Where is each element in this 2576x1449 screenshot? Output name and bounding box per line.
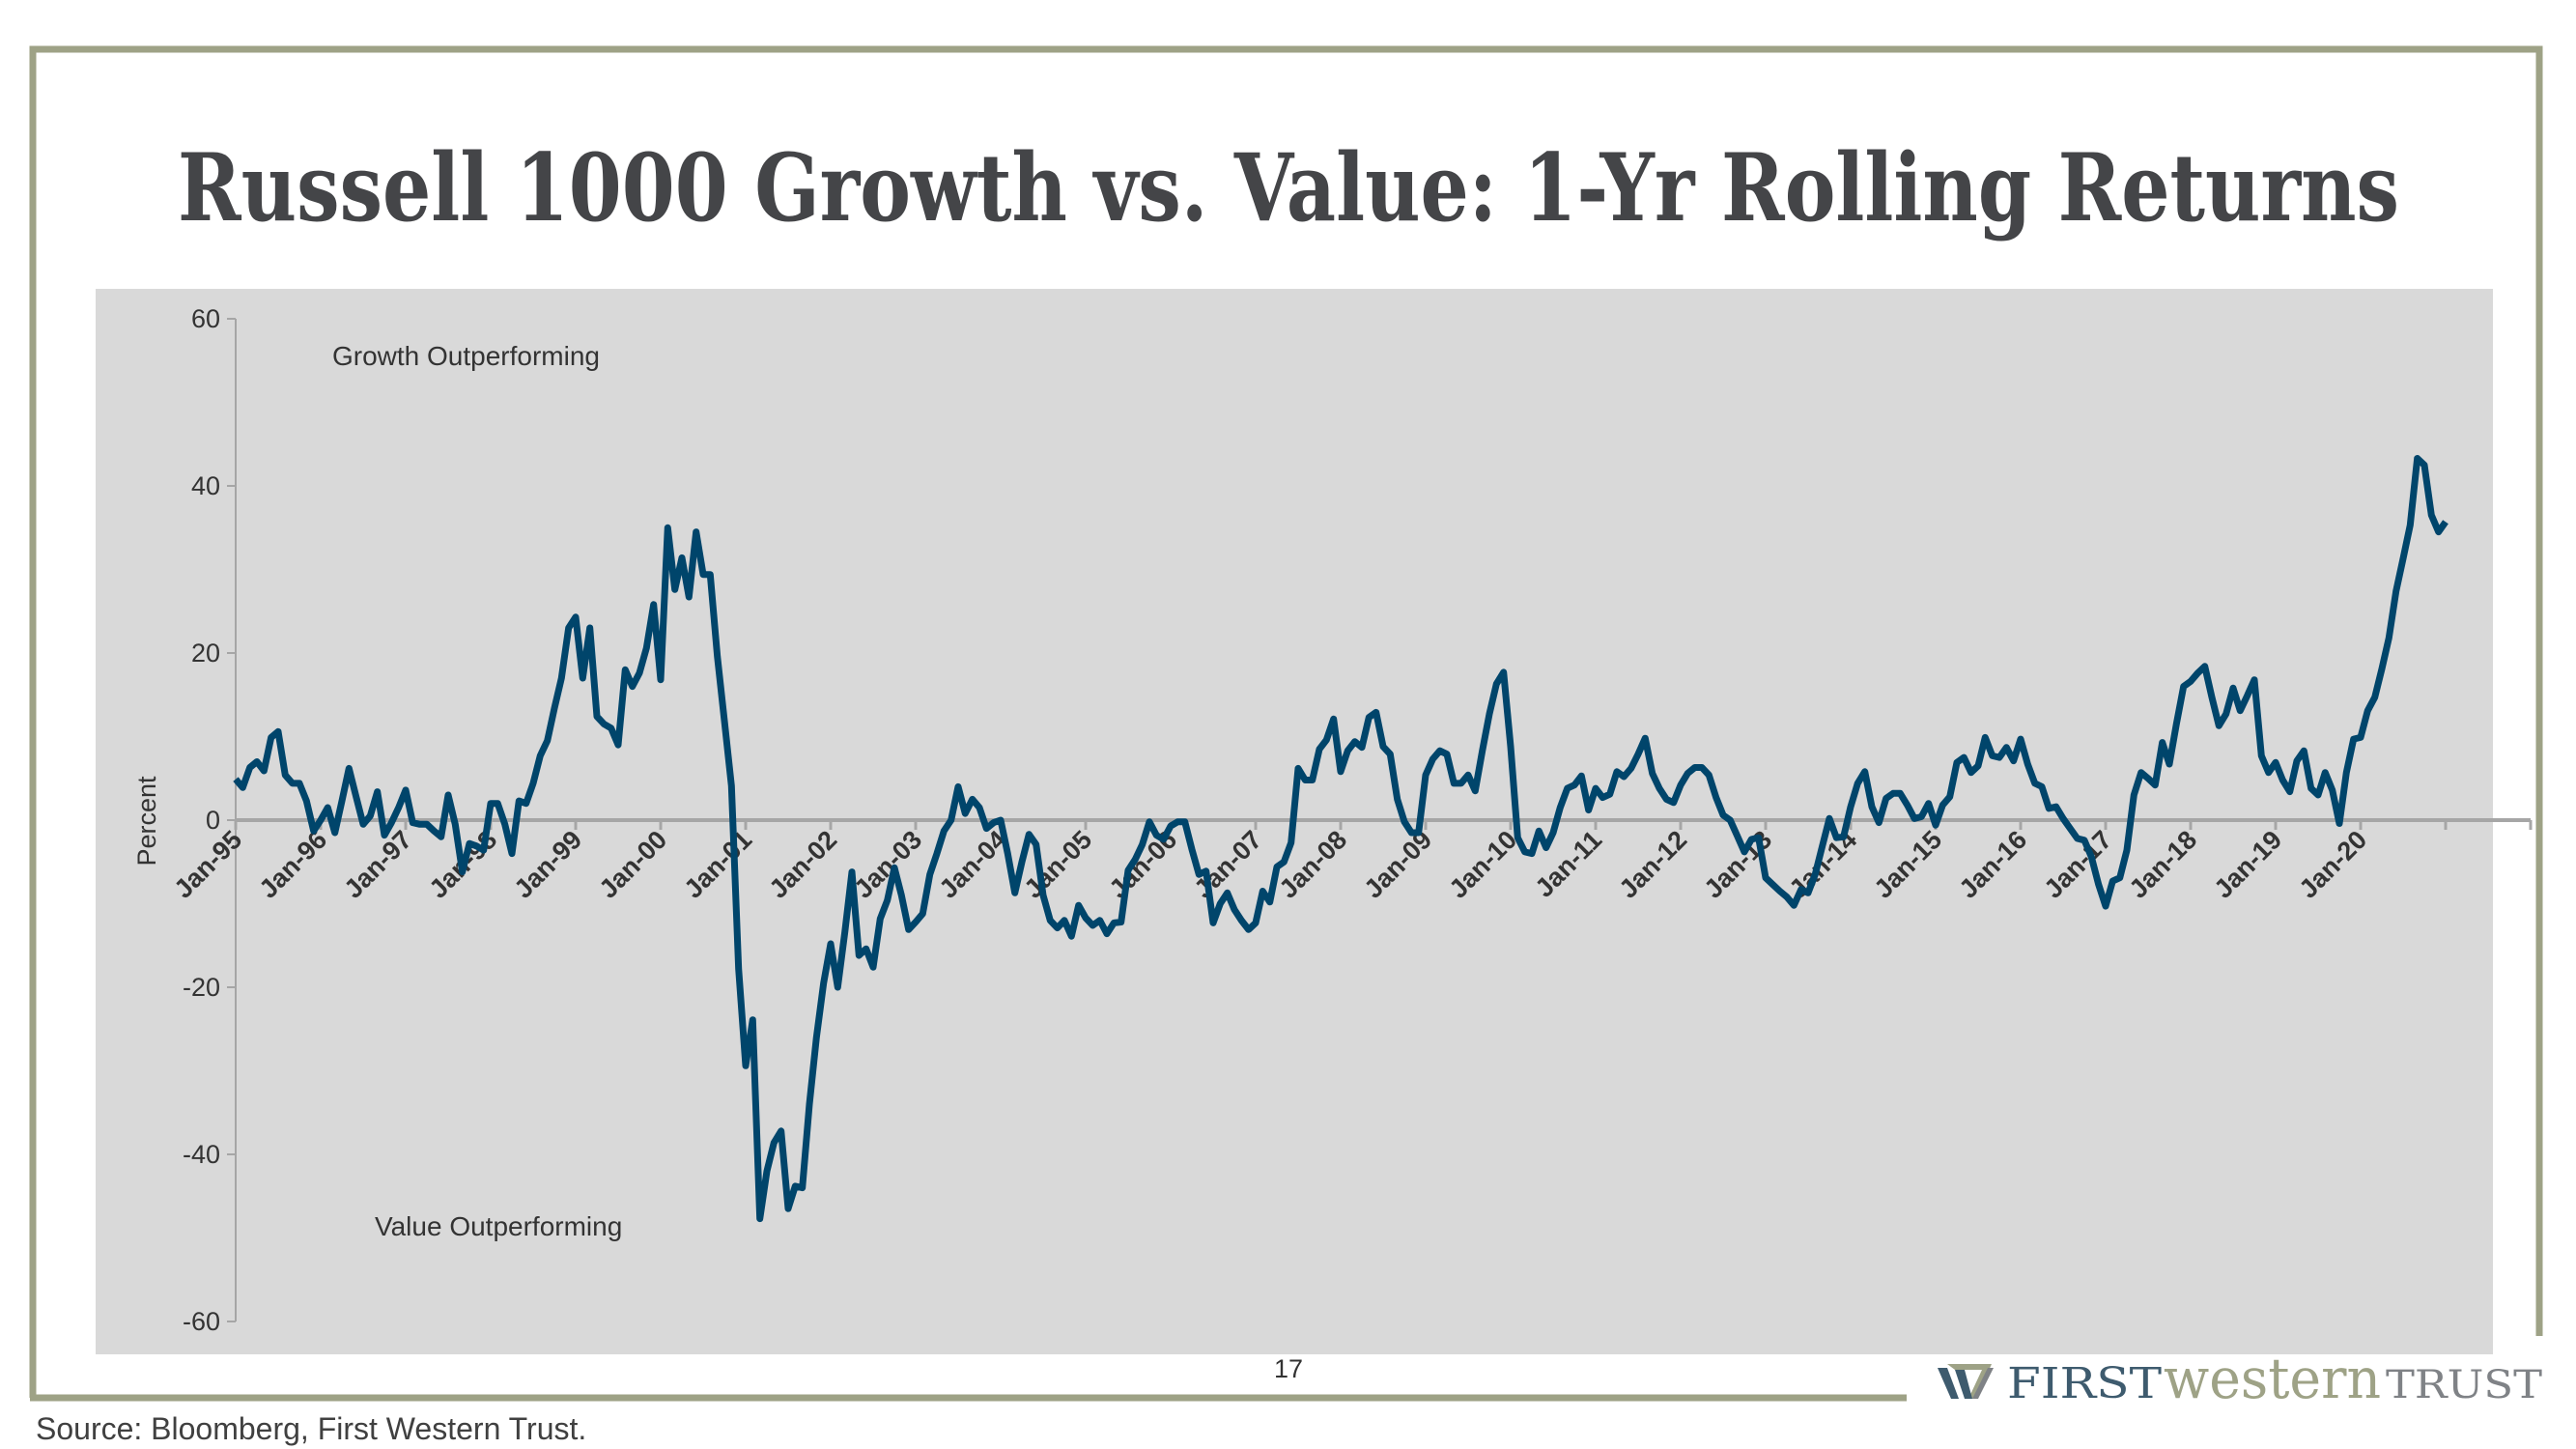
page-number: 17: [1274, 1354, 1303, 1383]
y-tick-label: 60: [191, 304, 220, 333]
logo-western: western: [2164, 1346, 2381, 1411]
y-tick-label: -40: [183, 1140, 220, 1169]
annotation-growth-outperforming: Growth Outperforming: [332, 341, 600, 371]
y-axis-label: Percent: [132, 776, 161, 867]
y-tick-label: 40: [191, 471, 220, 500]
slide-frame: [29, 45, 2543, 1398]
logo-trust: TRUST: [2386, 1363, 2542, 1407]
source-note: Source: Bloomberg, First Western Trust.: [36, 1411, 586, 1446]
slide-title: Russell 1000 Growth vs. Value: 1-Yr Roll…: [178, 133, 2399, 242]
annotation-value-outperforming: Value Outperforming: [375, 1211, 622, 1241]
y-tick-label: 20: [191, 639, 220, 668]
w-monogram-icon: [1938, 1364, 1994, 1399]
y-tick-label: -20: [183, 973, 220, 1002]
series-points: [235, 458, 2447, 1219]
y-tick-label: 0: [206, 806, 220, 835]
y-tick-label: -60: [183, 1307, 220, 1336]
logo-first: FIRST: [2007, 1359, 2162, 1408]
company-logo: FIRST western TRUST: [1938, 1346, 2542, 1411]
